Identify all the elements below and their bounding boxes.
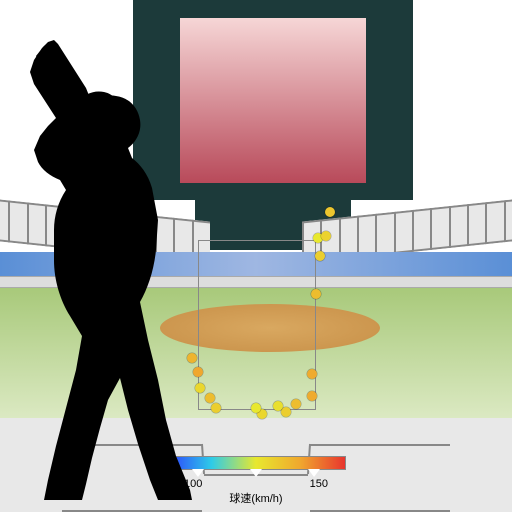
legend-notch	[308, 469, 320, 477]
pitch-marker-5	[307, 369, 317, 379]
pitch-marker-9	[273, 401, 283, 411]
seat-divider	[375, 214, 377, 256]
chart-canvas: 100150球速(km/h)	[0, 0, 512, 512]
seat-divider	[485, 202, 487, 244]
legend-notch	[250, 469, 262, 477]
pitch-marker-2	[321, 231, 331, 241]
batter-silhouette	[0, 40, 230, 500]
legend-tick-value: 150	[310, 478, 328, 490]
pitch-marker-6	[307, 391, 317, 401]
pitch-marker-7	[291, 399, 301, 409]
seat-divider	[449, 206, 451, 248]
seat-divider	[467, 204, 469, 246]
seat-divider	[412, 210, 414, 252]
pitch-marker-3	[315, 251, 325, 261]
plate-line-1	[310, 444, 450, 446]
seat-divider	[430, 208, 432, 250]
pitch-marker-11	[251, 403, 261, 413]
pitch-marker-4	[311, 289, 321, 299]
seat-divider	[394, 212, 396, 254]
seat-divider	[504, 200, 506, 242]
pitch-marker-0	[325, 207, 335, 217]
pitch-marker-8	[281, 407, 291, 417]
